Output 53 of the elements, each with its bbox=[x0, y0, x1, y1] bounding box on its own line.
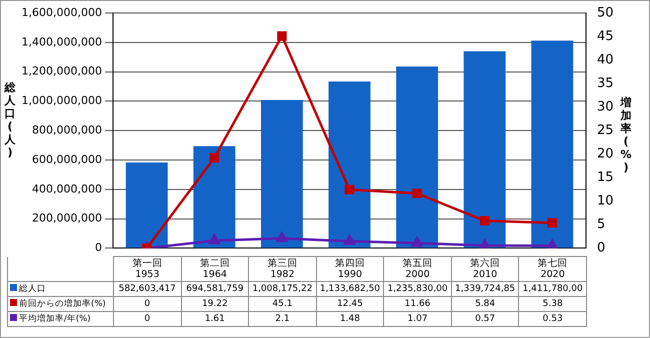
y2-tick-label: 30 bbox=[597, 99, 614, 114]
data-label: 5.38 bbox=[518, 296, 586, 312]
y2-tick-label: 10 bbox=[597, 194, 614, 209]
y-tick-label: 1,600,000,000 bbox=[22, 6, 102, 19]
y2-tick-label: 35 bbox=[597, 76, 614, 91]
data-label: 1,235,830,00 bbox=[384, 282, 452, 296]
y2-tick-label: 40 bbox=[597, 52, 614, 68]
y2-tick-label: 0 bbox=[597, 240, 606, 256]
y-tick-label: 200,000,000 bbox=[32, 212, 102, 225]
y-tick-label: 1,000,000,000 bbox=[22, 94, 102, 108]
data-label: 12.45 bbox=[316, 296, 384, 312]
data-label: 19.22 bbox=[181, 296, 249, 312]
y2-tick-label: 15 bbox=[597, 170, 614, 186]
data-label: 1,133,682,50 bbox=[316, 282, 384, 296]
data-label: 0.57 bbox=[451, 312, 519, 326]
data-label: 1.48 bbox=[316, 312, 384, 326]
x-tick-label: 第七回 2020 bbox=[518, 256, 586, 282]
y-tick-label: 400,000,000 bbox=[32, 182, 102, 196]
data-label: 2.1 bbox=[248, 312, 316, 326]
legend-label: 総人口 bbox=[8, 282, 114, 296]
x-tick-label: 第三回 1982 bbox=[248, 256, 316, 282]
data-label: 0 bbox=[114, 312, 182, 326]
x-tick-label: 第一回 1953 bbox=[114, 256, 182, 282]
data-label: 5.84 bbox=[451, 296, 519, 312]
x-tick-label: 第五回 2000 bbox=[384, 256, 452, 282]
y-tick-label: 1,200,000,000 bbox=[22, 64, 102, 78]
data-label: 0.53 bbox=[518, 312, 586, 326]
data-label: 582,603,417 bbox=[114, 282, 182, 296]
y-tick-label: 0 bbox=[95, 241, 102, 254]
data-label: 0 bbox=[114, 296, 182, 312]
data-label: 1,008,175,22 bbox=[248, 282, 316, 296]
data-label: 1.07 bbox=[384, 312, 452, 326]
y2-tick-label: 5 bbox=[597, 217, 606, 232]
y-axis-title: 総人口(人) bbox=[3, 81, 17, 159]
data-label: 694,581,759 bbox=[181, 282, 249, 296]
legend-label: 平均増加率/年(%) bbox=[8, 312, 114, 326]
data-label: 1.61 bbox=[181, 312, 249, 326]
y2-tick-label: 25 bbox=[597, 122, 614, 138]
data-label: 1,339,724,85 bbox=[451, 282, 519, 296]
x-tick-label: 第四回 1990 bbox=[316, 256, 384, 282]
y2-tick-label: 20 bbox=[597, 146, 614, 162]
y2-tick-label: 50 bbox=[597, 5, 614, 20]
y-tick-label: 1,400,000,000 bbox=[22, 35, 102, 48]
x-tick-label: 第二回 1964 bbox=[181, 256, 249, 282]
legend-label: 前回からの増加率(%) bbox=[8, 296, 114, 312]
y-tick-label: 800,000,000 bbox=[32, 123, 102, 136]
data-label: 11.66 bbox=[384, 296, 452, 312]
y-tick-label: 600,000,000 bbox=[32, 152, 102, 166]
x-tick-label: 第六回 2010 bbox=[451, 256, 519, 282]
y2-tick-label: 45 bbox=[597, 28, 614, 44]
data-label: 45.1 bbox=[248, 296, 316, 312]
y2-axis-title: 増加率(%) bbox=[619, 96, 633, 174]
data-label: 1,411,780,00 bbox=[518, 282, 586, 296]
